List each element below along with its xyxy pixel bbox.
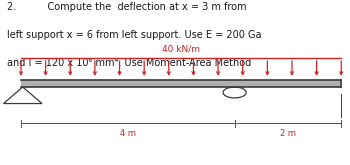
Text: 40 kN/m: 40 kN/m — [162, 44, 200, 53]
Text: and I = 120 x 10⁶ mm⁴. Use Moment-Area Method: and I = 120 x 10⁶ mm⁴. Use Moment-Area M… — [7, 58, 251, 68]
Text: 2 m: 2 m — [280, 129, 296, 138]
Bar — [21, 80, 341, 87]
Text: 2.          Compute the  deflection at x = 3 m from: 2. Compute the deflection at x = 3 m fro… — [7, 2, 246, 12]
Text: 4 m: 4 m — [120, 129, 136, 138]
Text: left support x = 6 from left support. Use E = 200 Ga: left support x = 6 from left support. Us… — [7, 30, 261, 40]
